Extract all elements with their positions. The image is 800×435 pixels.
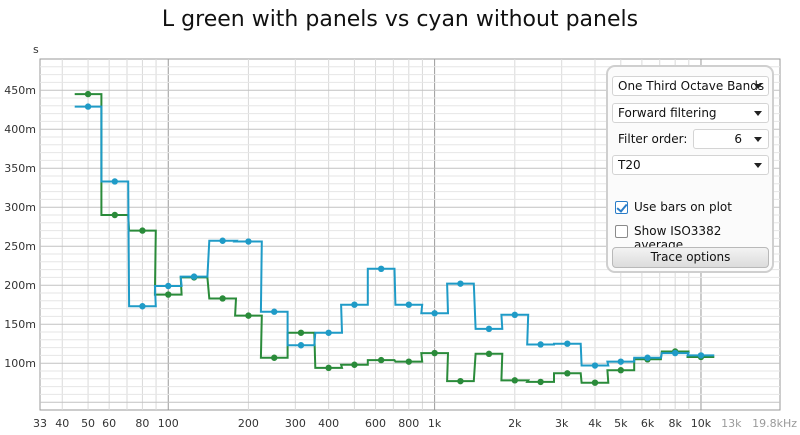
data-point	[511, 377, 518, 384]
data-point	[591, 379, 599, 386]
metric-select[interactable]: T20	[612, 155, 769, 175]
x-tick-label: 100	[158, 417, 179, 430]
data-point	[644, 354, 651, 361]
data-point	[139, 303, 146, 310]
data-point	[111, 211, 119, 219]
filter-order-label: Filter order:	[618, 132, 688, 146]
y-tick-label: 450m	[4, 84, 36, 97]
trace-options-button[interactable]: Trace options	[612, 247, 769, 268]
data-point	[111, 178, 119, 185]
chevron-down-icon	[754, 137, 762, 142]
use-bars-label: Use bars on plot	[634, 200, 732, 214]
y-tick-label: 350m	[4, 162, 36, 175]
x-tick-label: 6k	[641, 417, 655, 430]
data-point	[245, 312, 252, 319]
x-tick-label: 60	[102, 417, 116, 430]
x-tick-label: 19.8kHz	[752, 417, 797, 430]
use-bars-checkbox[interactable]	[615, 201, 628, 214]
x-tick-label: 600	[365, 417, 386, 430]
x-tick-label: 5k	[614, 417, 628, 430]
x-tick-label: 13k	[721, 417, 742, 430]
data-point	[485, 350, 493, 358]
data-point	[165, 291, 172, 298]
x-tick-label: 40	[55, 417, 69, 430]
x-tick-label: 400	[318, 417, 339, 430]
band-select-value: One Third Octave Bands	[618, 79, 765, 93]
x-tick-label: 33	[33, 417, 47, 430]
trace-settings-panel: One Third Octave Bands Forward filtering…	[606, 65, 774, 273]
metric-value: T20	[618, 158, 641, 172]
x-tick-label: 10k	[691, 417, 712, 430]
data-point	[431, 349, 438, 357]
x-tick-label: 1k	[428, 417, 442, 430]
iso3382-checkbox[interactable]	[615, 225, 628, 238]
chevron-down-icon	[754, 111, 762, 116]
x-tick-label: 3k	[555, 417, 569, 430]
data-point	[537, 378, 544, 386]
data-point	[671, 349, 679, 357]
filter-mode-select[interactable]: Forward filtering	[612, 103, 769, 123]
data-point	[564, 370, 571, 377]
data-point	[297, 342, 305, 349]
filter-order-value: 6	[734, 132, 742, 146]
x-tick-label: 50	[81, 417, 95, 430]
x-tick-label: 8k	[668, 417, 682, 430]
data-point	[325, 364, 332, 372]
data-point	[485, 325, 493, 333]
data-point	[139, 227, 146, 234]
data-point	[511, 311, 518, 319]
data-point	[84, 90, 92, 98]
data-point	[219, 295, 226, 302]
chart-title: L green with panels vs cyan without pane…	[161, 7, 639, 32]
x-tick-label: 300	[285, 417, 306, 430]
x-tick-labels: 33 40 50 60 80 100 200 300 400 600 800 1k 2k 3k 4k 5k 6k…	[33, 417, 797, 430]
data-point	[617, 358, 624, 365]
data-point	[351, 361, 358, 368]
data-point	[564, 340, 571, 347]
chevron-down-icon	[754, 163, 762, 168]
data-point	[325, 329, 332, 336]
data-point	[219, 237, 226, 244]
data-point	[457, 377, 464, 385]
data-point	[190, 273, 198, 280]
data-point	[351, 301, 358, 308]
filter-order-select[interactable]: 6	[693, 129, 769, 149]
data-point	[245, 238, 252, 245]
data-point	[377, 356, 385, 364]
band-select[interactable]: One Third Octave Bands	[612, 76, 769, 96]
x-tick-label: 2k	[508, 417, 522, 430]
series-layer	[74, 90, 715, 386]
data-point	[271, 308, 278, 315]
y-tick-label: 300m	[4, 201, 36, 214]
x-tick-label: 800	[398, 417, 419, 430]
data-point	[165, 282, 172, 290]
y-tick-label: 100m	[4, 357, 36, 370]
data-point	[697, 352, 705, 359]
series-2	[74, 103, 715, 369]
data-point	[537, 341, 544, 348]
data-point	[405, 358, 413, 365]
data-point	[405, 301, 413, 308]
data-point	[591, 362, 599, 369]
y-tick-label: 200m	[4, 279, 36, 292]
data-point	[271, 354, 278, 361]
series-line	[74, 105, 715, 367]
data-point	[297, 329, 305, 336]
data-point	[377, 265, 385, 273]
filter-mode-value: Forward filtering	[618, 106, 717, 120]
data-point	[431, 310, 438, 317]
y-tick-label: 250m	[4, 240, 36, 253]
x-tick-label: 200	[238, 417, 259, 430]
chevron-down-icon	[754, 84, 762, 89]
y-axis-label: s	[33, 43, 39, 56]
data-point	[617, 367, 624, 374]
data-point	[457, 280, 464, 287]
y-tick-labels: 100m 150m 200m 250m 300m 350m 400m 450m	[4, 84, 36, 370]
data-point	[84, 103, 92, 110]
x-tick-label: 4k	[588, 417, 602, 430]
x-tick-label: 80	[135, 417, 149, 430]
y-tick-label: 400m	[4, 123, 36, 136]
y-tick-label: 150m	[4, 318, 36, 331]
